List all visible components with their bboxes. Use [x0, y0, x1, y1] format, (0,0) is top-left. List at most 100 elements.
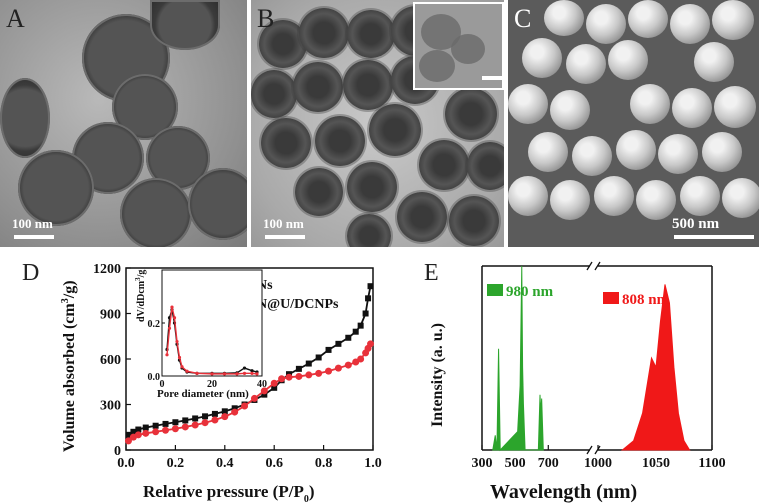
particle: [120, 178, 192, 247]
inset-data-point: [185, 369, 189, 373]
data-point: [221, 413, 229, 421]
data-point: [162, 426, 170, 434]
data-point: [295, 365, 302, 372]
x-tick-label: 1050: [642, 456, 670, 471]
particle: [467, 142, 504, 190]
data-point: [305, 360, 312, 367]
data-point: [142, 429, 150, 437]
y-axis-label: Intensity (a. u.): [429, 323, 446, 427]
scale-bar-label-b: 100 nm: [263, 216, 304, 231]
inset-data-point: [210, 372, 214, 376]
panel-label-a: A: [6, 4, 25, 33]
particle: [550, 90, 590, 130]
particle: [347, 10, 395, 58]
particle: [251, 70, 297, 118]
data-point: [152, 428, 160, 436]
inset-x-tick-label: 0: [160, 379, 165, 390]
data-point: [221, 408, 228, 415]
particle: [670, 4, 710, 44]
x-tick-label: 0.4: [216, 456, 234, 471]
data-point: [201, 419, 209, 427]
axis-break-gap: [590, 446, 598, 454]
data-point: [191, 421, 199, 429]
legend-label-980: 980 nm: [506, 284, 554, 300]
data-point: [325, 346, 332, 353]
particle: [528, 132, 568, 172]
scale-bar-label-c: 500 nm: [672, 216, 720, 232]
data-point: [357, 322, 364, 329]
data-point: [315, 354, 322, 361]
particle: [712, 0, 754, 40]
particle: [451, 34, 485, 64]
data-point: [130, 428, 137, 435]
particle: [508, 176, 548, 216]
data-point: [134, 431, 142, 439]
particle: [299, 8, 349, 58]
particle: [0, 78, 50, 158]
particle: [397, 192, 447, 242]
particle: [315, 116, 365, 166]
data-point: [305, 371, 313, 379]
tem-image-a: A 100 nm: [0, 0, 247, 247]
particle: [566, 44, 606, 84]
emission-spectrum-chart: E Intensity (a. u.) Wavelength (nm) 300 5…: [424, 260, 726, 503]
inset-data-point: [167, 326, 172, 330]
axis-break-gap: [590, 262, 598, 270]
particle: [261, 118, 311, 168]
data-point: [352, 328, 359, 335]
x-tick-label: 0.6: [265, 456, 283, 471]
x-tick-label: 500: [505, 456, 526, 471]
data-point: [295, 372, 303, 380]
particle: [672, 88, 712, 128]
isotherm-chart: D Volume absorbed (cm3/g) Relative press…: [22, 260, 382, 504]
data-point: [270, 379, 278, 387]
data-point: [367, 283, 374, 290]
scale-bar-b: [265, 235, 305, 239]
scale-bar-c: [674, 235, 754, 239]
data-point: [125, 431, 132, 438]
particle: [419, 50, 455, 82]
x-tick-label: 1000: [584, 456, 612, 471]
inset-data-point: [222, 372, 227, 376]
data-point: [182, 417, 189, 424]
particle: [594, 176, 634, 216]
inset-y-tick-label: 0.0: [148, 372, 161, 383]
x-tick-label: 1.0: [364, 456, 382, 471]
inset-data-point: [177, 355, 182, 360]
tem-inset-b: [413, 2, 504, 90]
particle: [508, 84, 548, 124]
x-tick-label: 0.0: [117, 456, 135, 471]
data-point: [278, 375, 286, 383]
x-tick-label: 700: [538, 456, 559, 471]
particle: [702, 132, 742, 172]
scale-bar-a: [14, 235, 54, 239]
inset-data-point: [175, 339, 179, 344]
inset-scale-bar: [482, 76, 502, 80]
data-point: [260, 387, 268, 395]
x-tick-label: 0.8: [315, 456, 333, 471]
inset-data-point: [235, 372, 239, 376]
data-point: [202, 413, 209, 420]
data-point: [362, 310, 369, 317]
data-point: [345, 334, 352, 341]
particle: [150, 0, 220, 50]
particle: [18, 150, 94, 226]
particle: [586, 4, 626, 44]
inset-data-point: [180, 365, 184, 369]
data-point: [192, 415, 199, 422]
inset-data-point: [242, 371, 247, 375]
y-axis-label: Volume absorbed (cm3/g): [60, 280, 78, 452]
panel-label-d: D: [22, 260, 39, 286]
particle: [636, 180, 676, 220]
inset-data-point: [195, 371, 199, 375]
particle: [449, 196, 499, 246]
legend-swatch-808: [603, 292, 619, 304]
particle: [347, 162, 397, 212]
data-point: [271, 384, 278, 391]
data-point: [211, 410, 218, 417]
data-point: [171, 425, 179, 433]
particle: [188, 168, 247, 240]
inset-data-point: [170, 305, 174, 309]
particle: [694, 42, 734, 82]
x-axis-label: Relative pressure (P/P0): [143, 482, 315, 504]
